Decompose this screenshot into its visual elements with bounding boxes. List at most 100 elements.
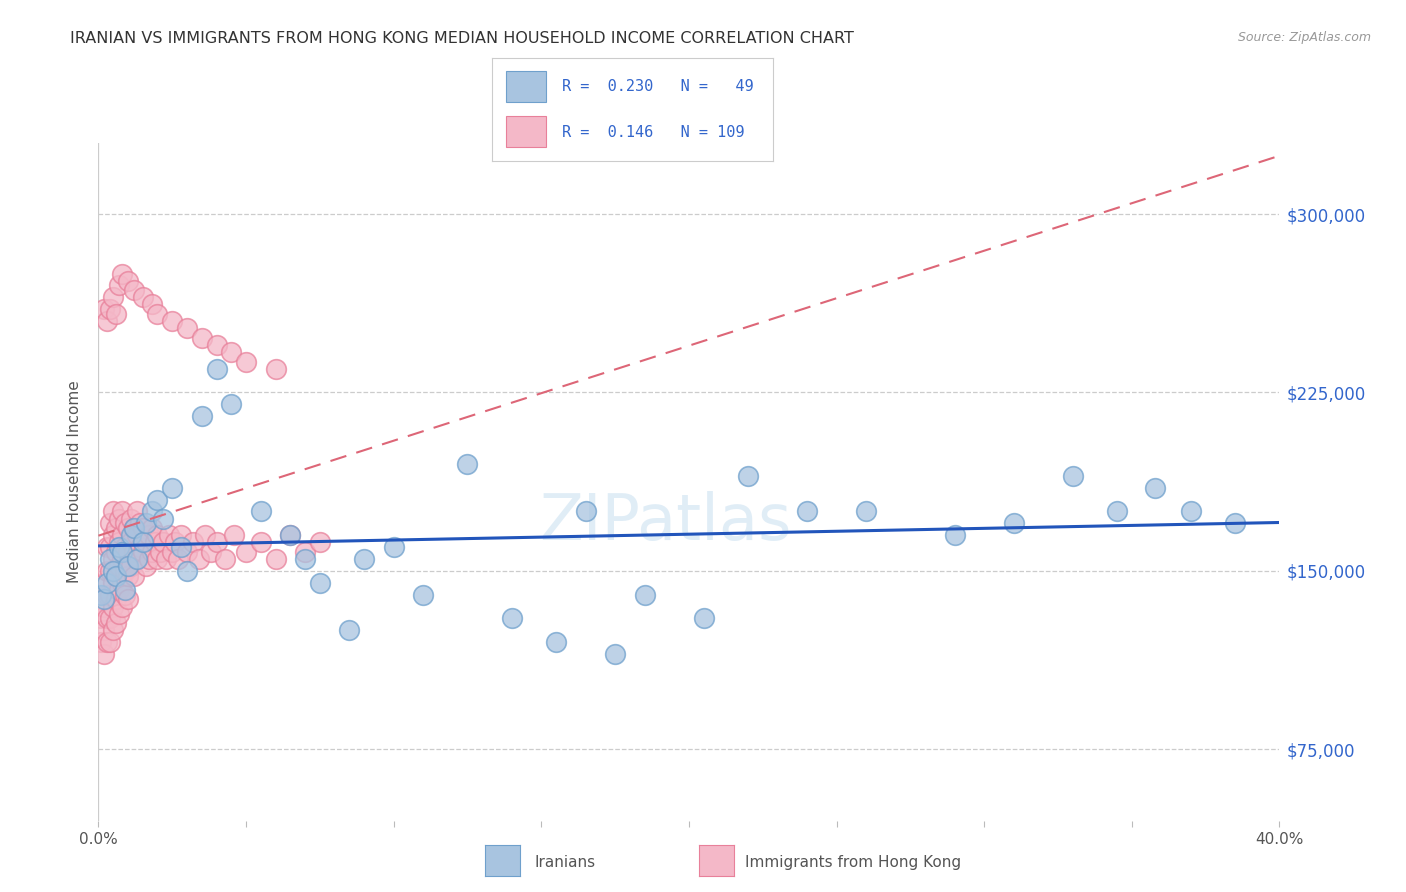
Point [103, 624, 125, 638]
Point [117, 521, 139, 535]
Point [128, 516, 150, 531]
Point [146, 552, 169, 566]
Point [191, 331, 214, 345]
Point [120, 559, 142, 574]
Point [122, 545, 145, 559]
Point [108, 278, 131, 293]
Text: R =  0.146   N = 109: R = 0.146 N = 109 [562, 125, 745, 140]
Point [128, 540, 150, 554]
Point [105, 616, 128, 631]
Point [108, 582, 131, 597]
Point [122, 521, 145, 535]
Point [176, 545, 198, 559]
Point [141, 297, 163, 311]
Point [693, 611, 716, 625]
Point [135, 516, 157, 531]
Point [132, 545, 155, 559]
Point [353, 552, 375, 566]
Point [103, 290, 125, 304]
Point [93, 599, 115, 614]
Point [162, 545, 183, 559]
Point [105, 568, 128, 582]
Point [146, 492, 169, 507]
Point [114, 564, 136, 578]
Point [157, 528, 180, 542]
Point [135, 535, 157, 549]
Point [412, 588, 434, 602]
Bar [506, 71, 546, 102]
Point [200, 545, 222, 559]
Point [98, 552, 121, 566]
Point [125, 552, 148, 566]
Point [103, 564, 125, 578]
Point [111, 528, 134, 542]
Point [96, 540, 118, 554]
Point [103, 552, 125, 566]
Point [125, 504, 148, 518]
Point [90, 635, 112, 649]
Point [143, 535, 166, 549]
Point [796, 504, 818, 518]
Point [181, 535, 204, 549]
Point [574, 504, 596, 518]
Point [117, 592, 139, 607]
Point [93, 575, 115, 590]
Point [98, 564, 121, 578]
Point [93, 647, 115, 661]
Point [141, 521, 163, 535]
Point [176, 321, 198, 335]
Point [205, 361, 228, 376]
Point [93, 302, 115, 317]
Point [224, 528, 246, 542]
Point [170, 540, 193, 554]
Point [1144, 481, 1167, 495]
Point [219, 397, 242, 411]
Point [122, 521, 145, 535]
Point [105, 521, 128, 535]
Point [125, 552, 148, 566]
Text: Immigrants from Hong Kong: Immigrants from Hong Kong [745, 855, 962, 870]
Point [105, 568, 128, 582]
Point [98, 302, 121, 317]
Point [187, 552, 209, 566]
Point [294, 552, 316, 566]
Point [111, 552, 134, 566]
Point [96, 588, 118, 602]
Point [162, 481, 183, 495]
Point [1223, 516, 1246, 531]
Point [103, 575, 125, 590]
Point [96, 611, 118, 625]
Point [135, 559, 157, 574]
Point [141, 545, 163, 559]
Point [138, 528, 160, 542]
Point [141, 504, 163, 518]
Point [205, 535, 228, 549]
Point [108, 607, 131, 621]
Point [456, 457, 478, 471]
Point [122, 568, 145, 582]
Point [117, 568, 139, 582]
Point [96, 635, 118, 649]
Point [605, 647, 627, 661]
Point [98, 588, 121, 602]
Point [98, 540, 121, 554]
Point [501, 611, 523, 625]
Point [120, 511, 142, 525]
Point [176, 564, 198, 578]
Point [132, 521, 155, 535]
Point [120, 528, 142, 542]
Point [114, 582, 136, 597]
Point [93, 624, 115, 638]
Point [943, 528, 966, 542]
Point [138, 552, 160, 566]
Point [294, 545, 316, 559]
Point [111, 545, 134, 559]
Point [235, 545, 257, 559]
Point [98, 611, 121, 625]
Point [108, 511, 131, 525]
Point [1105, 504, 1128, 518]
Point [98, 516, 121, 531]
Point [132, 290, 155, 304]
Point [633, 588, 655, 602]
Point [117, 274, 139, 288]
